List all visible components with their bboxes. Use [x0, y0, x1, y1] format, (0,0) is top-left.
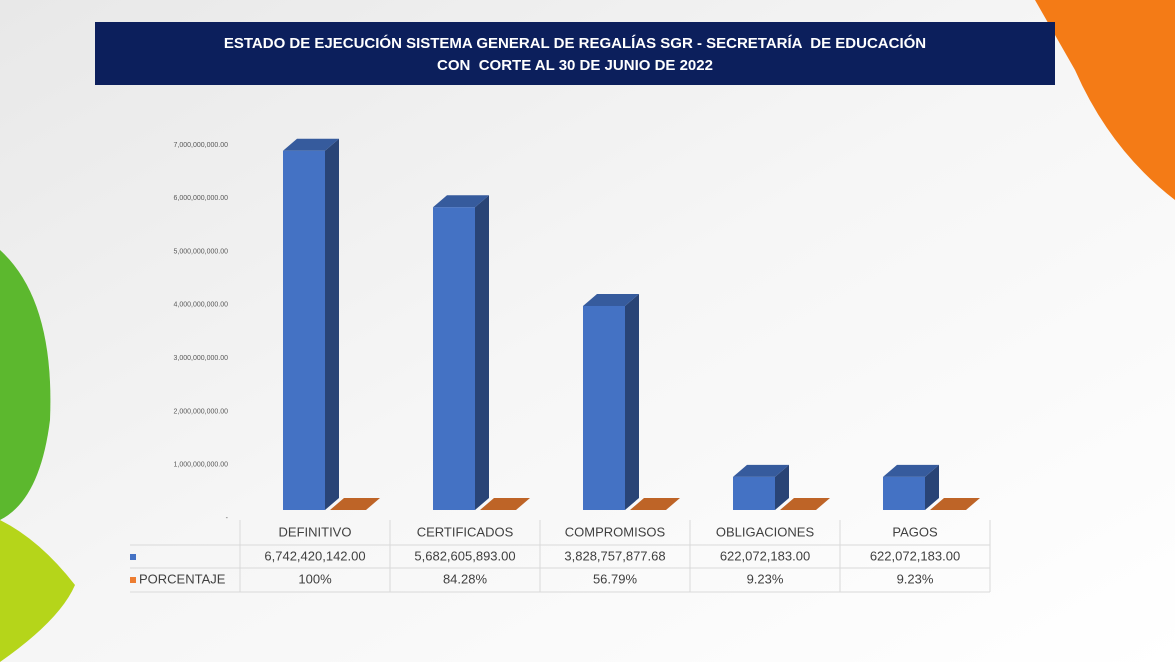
- category-label: COMPROMISOS: [565, 524, 666, 539]
- y-tick-label: 2,000,000,000.00: [174, 408, 229, 415]
- table-value: 622,072,183.00: [720, 548, 810, 563]
- title-box: [95, 22, 1055, 85]
- y-tick-label: 4,000,000,000.00: [174, 302, 229, 309]
- y-tick-label: 3,000,000,000.00: [174, 355, 229, 362]
- table-value: 5,682,605,893.00: [414, 548, 515, 563]
- table-value: 622,072,183.00: [870, 548, 960, 563]
- y-tick-label: 5,000,000,000.00: [174, 248, 229, 255]
- table-value: 3,828,757,877.68: [564, 548, 665, 563]
- bar: [883, 477, 925, 510]
- table-value: 6,742,420,142.00: [264, 548, 365, 563]
- table-value: 84.28%: [443, 571, 488, 586]
- category-label: PAGOS: [892, 524, 938, 539]
- bar-side: [625, 294, 639, 510]
- bar-side: [475, 195, 489, 510]
- bar: [283, 151, 325, 510]
- table-value: 9.23%: [747, 571, 784, 586]
- chart-title: CON CORTE AL 30 DE JUNIO DE 2022: [437, 57, 713, 74]
- table-value: 56.79%: [593, 571, 638, 586]
- chart-title: ESTADO DE EJECUCIÓN SISTEMA GENERAL DE R…: [224, 34, 926, 52]
- category-label: DEFINITIVO: [279, 524, 352, 539]
- legend-swatch: [130, 577, 136, 583]
- table-value: 100%: [298, 571, 332, 586]
- category-label: OBLIGACIONES: [716, 524, 815, 539]
- category-label: CERTIFICADOS: [417, 524, 514, 539]
- bar: [583, 306, 625, 510]
- y-tick-label: 7,000,000,000.00: [174, 142, 229, 149]
- bar: [433, 207, 475, 510]
- bar-side: [325, 139, 339, 510]
- y-tick-label: 6,000,000,000.00: [174, 195, 229, 202]
- table-value: 9.23%: [897, 571, 934, 586]
- slide: ESTADO DE EJECUCIÓN SISTEMA GENERAL DE R…: [0, 0, 1175, 662]
- legend-swatch: [130, 554, 136, 560]
- legend-label: PORCENTAJE: [139, 571, 226, 586]
- y-tick-label: 1,000,000,000.00: [174, 462, 229, 469]
- bar: [733, 477, 775, 510]
